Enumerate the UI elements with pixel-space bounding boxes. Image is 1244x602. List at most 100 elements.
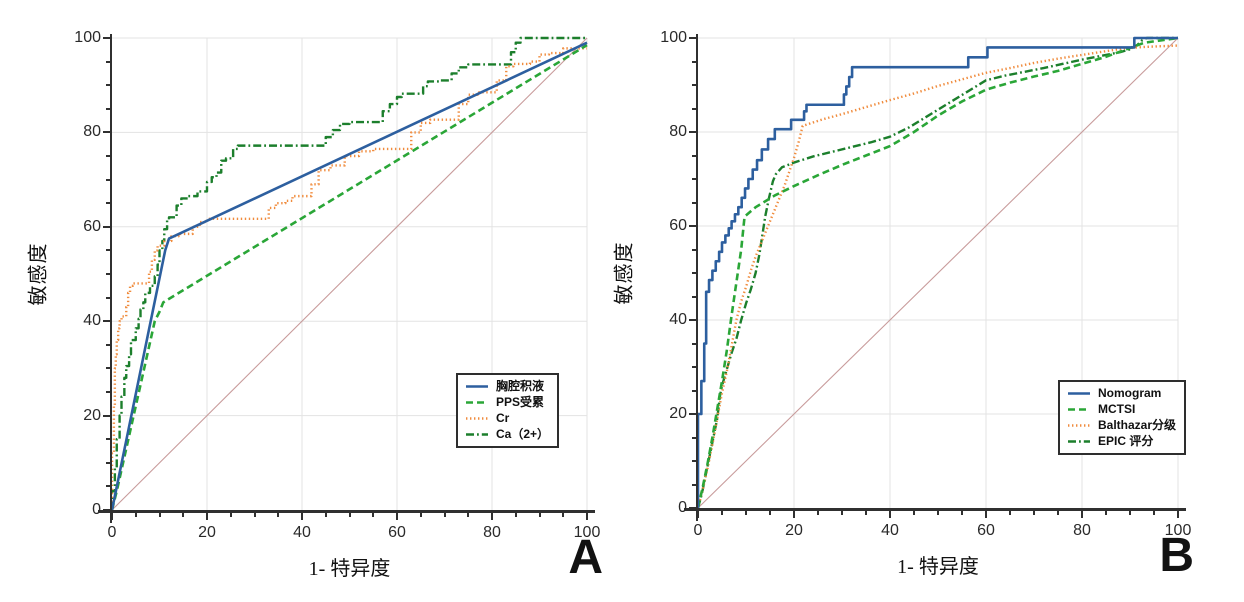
roc-curve — [696, 36, 1179, 509]
panel-label-b: B — [1159, 529, 1194, 582]
y-tick-mark — [691, 342, 696, 345]
x-tick-mark — [769, 510, 771, 515]
y-tick-mark — [105, 485, 110, 488]
y-tick-mark — [688, 131, 696, 133]
y-tick-mark — [691, 201, 696, 204]
y-tick-mark — [105, 249, 110, 252]
y-tick-mark — [691, 460, 696, 462]
y-axis-line — [109, 34, 112, 523]
y-tick-mark — [105, 202, 110, 205]
y-tick-mark — [105, 367, 110, 370]
legend-line-sample — [1068, 408, 1090, 411]
x-axis-title-a: 1- 特异度 — [308, 558, 391, 580]
x-tick-mark — [697, 510, 699, 518]
roc-curve — [696, 36, 1178, 508]
y-tick-mark — [102, 37, 110, 39]
legend-label: Balthazar分级 — [1098, 418, 1177, 432]
x-axis-title-b: 1- 特异度 — [897, 556, 979, 578]
legend-line-sample — [1068, 440, 1090, 443]
roc-plot-a: 胸腔积液 PPS受累 Cr Ca（2+） 敏感度 1- 特异度 A 0 20 40 60 80… — [28, 30, 604, 582]
roc-curve — [696, 36, 1178, 509]
x-tick-mark — [419, 512, 422, 517]
legend-label: MCTSI — [1098, 402, 1136, 416]
x-tick-label: 40 — [881, 522, 899, 539]
x-tick-label: 80 — [483, 524, 501, 541]
roc-plot-b: Nomogram MCTSI Balthazar分级 EPIC 评分 敏感度 1- 特… — [614, 30, 1195, 580]
x-tick-mark — [1177, 510, 1179, 518]
legend-line-sample — [1068, 424, 1090, 427]
y-axis-line — [695, 34, 698, 521]
x-tick-mark — [467, 512, 470, 517]
x-tick-mark — [277, 512, 280, 517]
legend-line-sample — [466, 401, 488, 404]
y-tick-mark — [105, 107, 110, 110]
x-tick-mark — [1129, 510, 1131, 515]
chance-diagonal-line — [111, 37, 588, 511]
x-tick-mark — [961, 510, 963, 515]
y-tick-mark — [105, 155, 110, 157]
x-tick-mark — [514, 512, 517, 517]
legend-a: 胸腔积液 PPS受累 Cr Ca（2+） — [456, 373, 560, 448]
y-tick-mark — [691, 84, 696, 86]
x-tick-mark — [324, 512, 327, 517]
x-tick-label: 40 — [293, 524, 311, 541]
y-tick-mark — [105, 343, 110, 346]
legend-label: Cr — [496, 411, 510, 425]
legend-item: MCTSI — [1067, 403, 1176, 416]
y-tick-mark — [691, 154, 696, 157]
x-tick-mark — [1081, 510, 1083, 518]
x-tick-mark — [913, 510, 915, 515]
y-tick-mark — [691, 483, 696, 486]
y-tick-mark — [691, 60, 696, 63]
x-tick-mark — [1009, 510, 1011, 515]
panel-label-a: A — [568, 531, 603, 584]
x-tick-label: 100 — [573, 524, 601, 541]
roc-curve — [696, 44, 1179, 509]
legend-item: EPIC 评分 — [1067, 435, 1176, 448]
x-tick-label: 60 — [388, 524, 406, 541]
x-tick-mark — [985, 510, 987, 518]
legend-item: Balthazar分级 — [1067, 419, 1176, 432]
x-tick-mark — [889, 510, 891, 518]
y-tick-label: 80 — [83, 123, 101, 141]
y-tick-mark — [688, 413, 696, 415]
y-tick-label: 20 — [669, 405, 687, 422]
y-tick-mark — [105, 84, 110, 87]
x-tick-mark — [206, 512, 208, 520]
y-tick-mark — [691, 389, 696, 392]
y-axis-title-b: 敏感度 — [613, 241, 636, 305]
x-tick-mark — [745, 510, 747, 515]
x-axis-line — [684, 508, 1186, 511]
x-tick-mark — [817, 510, 819, 515]
y-axis-title-a: 敏感度 — [27, 242, 50, 306]
x-tick-mark — [1105, 510, 1107, 515]
x-tick-mark — [937, 510, 939, 515]
x-tick-label: 100 — [1164, 522, 1192, 539]
y-tick-mark — [105, 391, 110, 393]
legend-label: PPS受累 — [496, 395, 545, 409]
x-tick-mark — [562, 512, 565, 517]
y-tick-mark — [105, 438, 110, 441]
x-tick-mark — [586, 512, 588, 520]
y-tick-mark — [102, 509, 110, 511]
x-tick-mark — [134, 512, 137, 517]
y-tick-mark — [688, 37, 696, 39]
y-tick-label: 40 — [83, 312, 101, 330]
legend-item: Ca（2+） — [465, 428, 549, 441]
y-tick-mark — [691, 366, 696, 368]
x-tick-mark — [793, 510, 795, 518]
y-tick-mark — [691, 272, 696, 274]
legend-item: 胸腔积液 — [465, 380, 549, 393]
roc-curves-a — [110, 36, 588, 511]
y-tick-mark — [691, 436, 696, 439]
y-tick-mark — [688, 225, 696, 227]
y-tick-label: 100 — [74, 29, 101, 46]
roc-curve — [110, 36, 587, 510]
y-tick-mark — [688, 507, 696, 509]
x-tick-label: 0 — [107, 524, 117, 541]
x-tick-mark — [865, 510, 867, 515]
x-tick-mark — [396, 512, 398, 520]
y-tick-mark — [105, 273, 110, 275]
y-tick-mark — [105, 296, 110, 299]
x-tick-label: 20 — [198, 524, 216, 541]
